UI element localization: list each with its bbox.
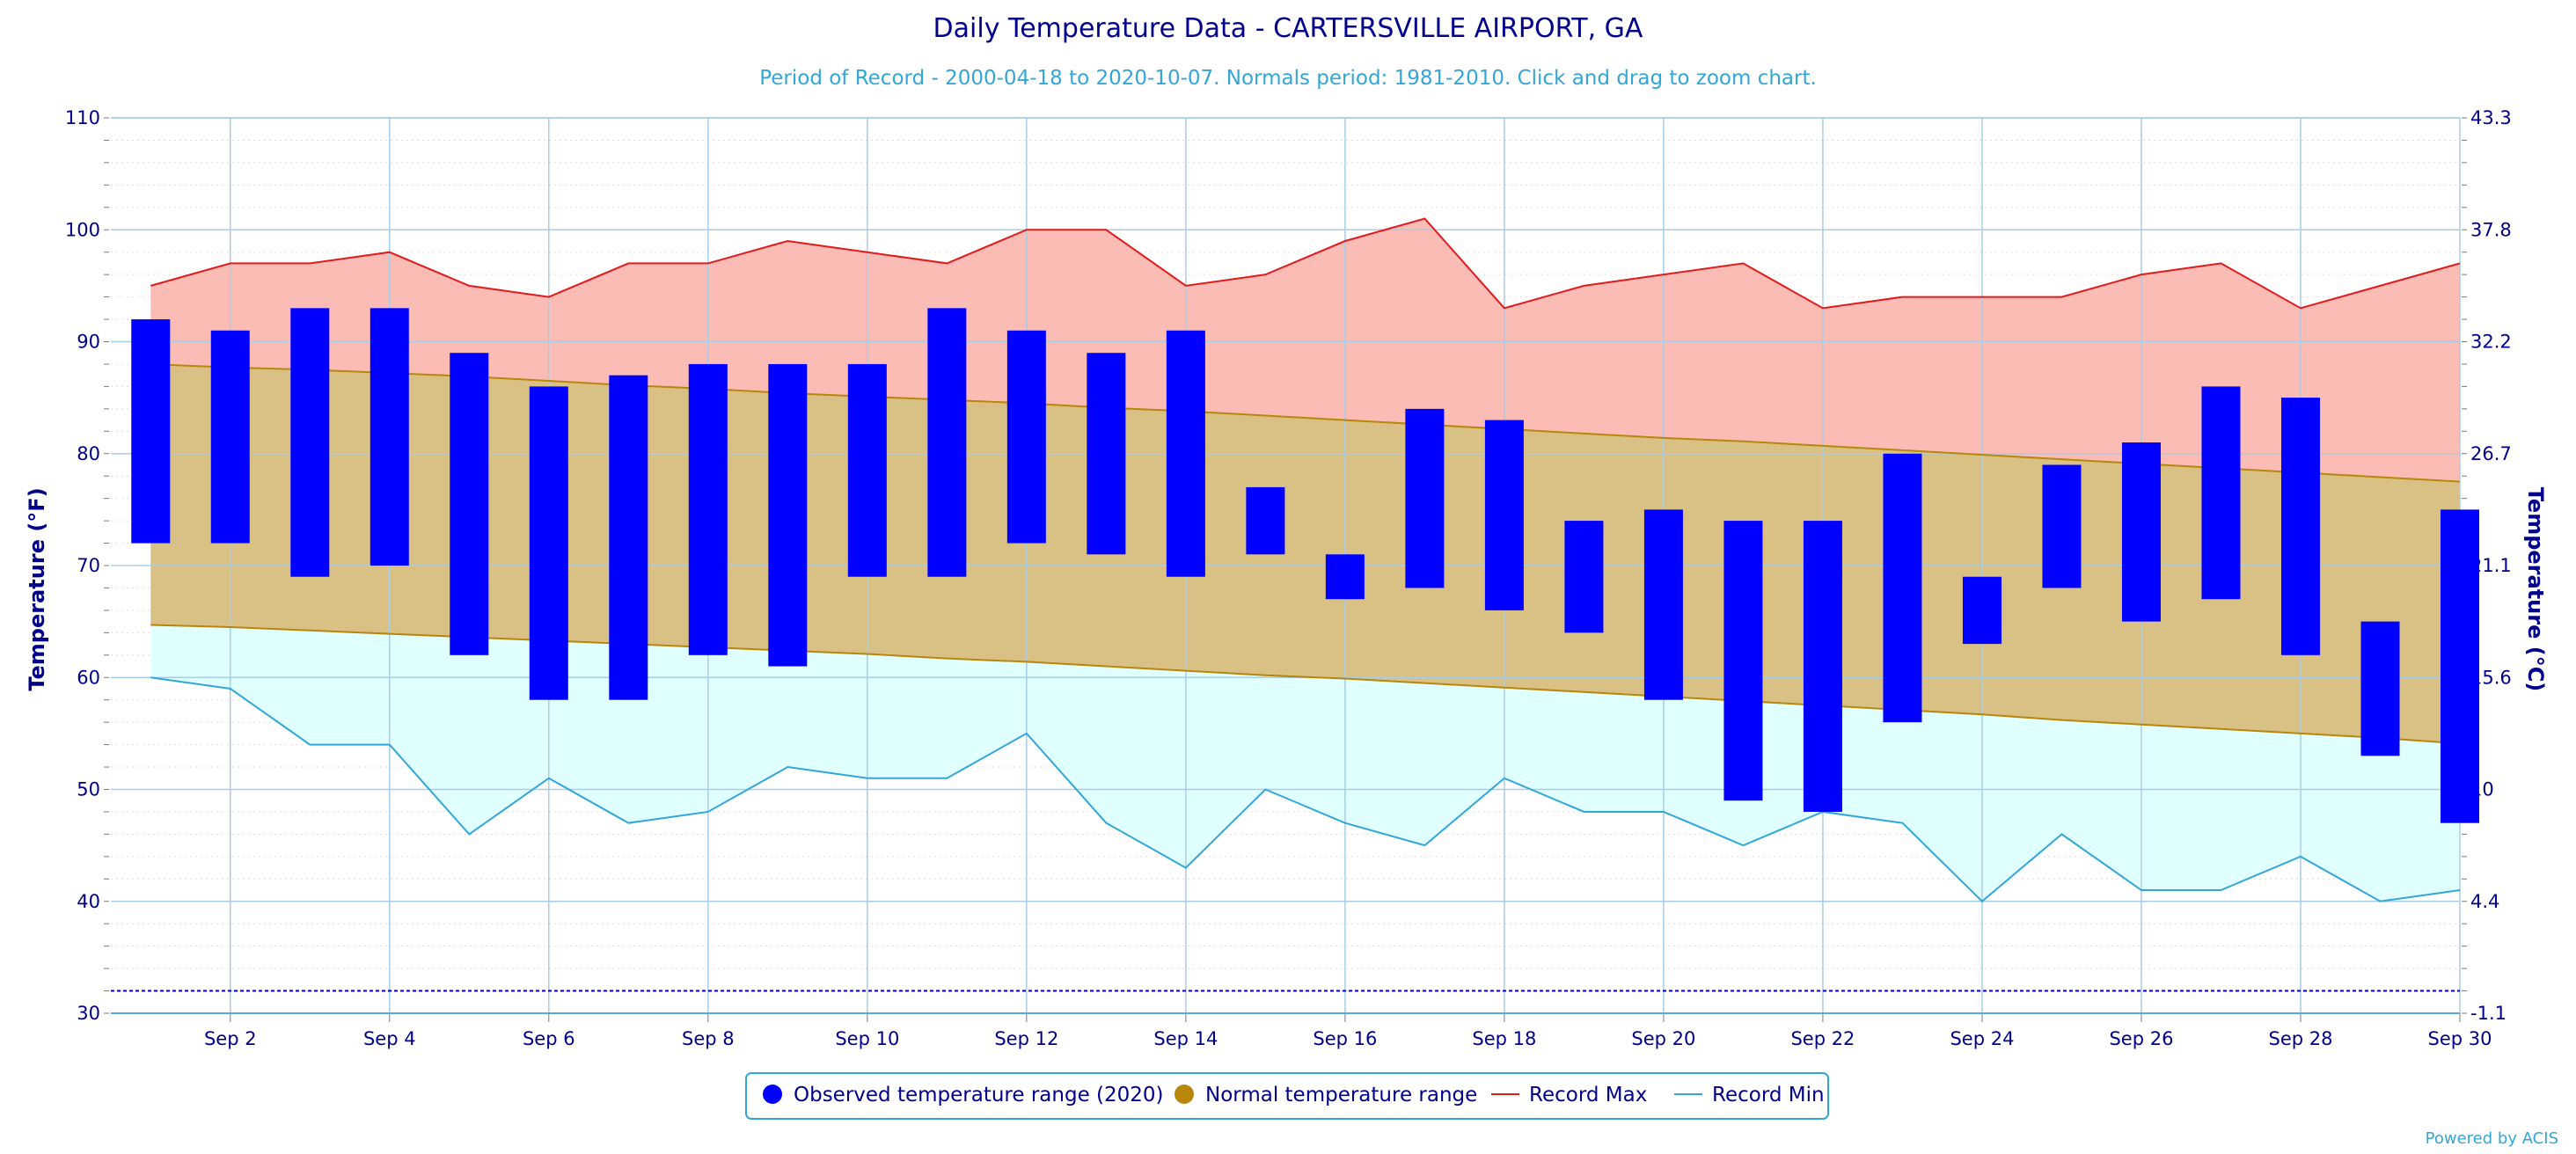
y-tick-label-left: 110 (65, 107, 100, 128)
observed-range-bar[interactable] (1325, 554, 1365, 600)
x-tick-label: Sep 26 (2109, 1028, 2173, 1049)
observed-range-bar[interactable] (1405, 408, 1445, 588)
chart-title: Daily Temperature Data - CARTERSVILLE AI… (933, 13, 1643, 44)
y-axis-label-left: Temperature (°F) (25, 487, 49, 690)
x-tick-label: Sep 24 (1950, 1028, 2014, 1049)
y-axis-label-right: Temperature (°C) (2523, 487, 2548, 692)
y-tick-label-left: 60 (77, 667, 100, 688)
x-tick-label: Sep 30 (2428, 1028, 2492, 1049)
observed-range-bar[interactable] (1087, 353, 1126, 555)
observed-range-bar[interactable] (1962, 576, 2002, 645)
observed-range-bar[interactable] (927, 308, 967, 577)
observed-range-bar[interactable] (131, 319, 171, 544)
observed-range-bar[interactable] (1484, 420, 1524, 610)
observed-range-bar[interactable] (290, 308, 330, 577)
x-tick-label: Sep 8 (682, 1028, 735, 1049)
observed-range-bar[interactable] (1564, 521, 1604, 633)
x-tick-label: Sep 6 (523, 1028, 575, 1049)
observed-range-bar[interactable] (2280, 398, 2320, 655)
y-tick-label-right: 37.8 (2470, 219, 2512, 240)
x-tick-label: Sep 20 (1631, 1028, 1695, 1049)
observed-range-bar[interactable] (768, 363, 808, 667)
x-tick-label: Sep 4 (363, 1028, 416, 1049)
y-tick-label-right: -1.1 (2470, 1003, 2506, 1024)
x-tick-label: Sep 22 (1790, 1028, 1855, 1049)
observed-range-bar[interactable] (2042, 464, 2082, 588)
record-min-area (150, 624, 2461, 902)
x-tick-label: Sep 2 (204, 1028, 257, 1049)
observed-range-bar[interactable] (450, 353, 489, 655)
y-tick-label-right: 32.2 (2470, 332, 2512, 353)
record-max-line (150, 217, 2461, 310)
observed-range-bar[interactable] (1006, 330, 1046, 544)
y-tick-label-left: 30 (77, 1003, 100, 1024)
normal-high-line (150, 362, 2461, 483)
normal-range-area (150, 363, 2461, 744)
x-tick-label: Sep 18 (1472, 1028, 1536, 1049)
observed-range-bar[interactable] (2360, 621, 2400, 756)
observed-range-bar[interactable] (1166, 330, 1205, 577)
observed-range-bar[interactable] (688, 363, 728, 655)
credit-link[interactable]: Powered by ACIS (2426, 1129, 2558, 1148)
observed-range-bar[interactable] (2201, 386, 2241, 600)
legend: Observed temperature range (2020) Normal… (745, 1072, 1829, 1120)
chart-subtitle: Period of Record - 2000-04-18 to 2020-10… (759, 67, 1817, 90)
y-tick-label-left: 80 (77, 443, 100, 464)
record-min-line (150, 676, 2461, 903)
x-tick-label: Sep 16 (1313, 1028, 1377, 1049)
y-tick-label-left: 50 (77, 779, 100, 800)
observed-range-bar[interactable] (210, 330, 250, 544)
observed-range-bar[interactable] (847, 363, 887, 577)
legend-observed-marker (763, 1085, 782, 1104)
legend-observed-label: Observed temperature range (2020) (794, 1084, 1164, 1107)
y-tick-label-right: 26.7 (2470, 443, 2512, 464)
observed-range-bar[interactable] (2441, 509, 2479, 823)
legend-record-max-label: Record Max (1529, 1084, 1647, 1107)
observed-range-bar[interactable] (1723, 521, 1763, 801)
legend-box (745, 1072, 1829, 1120)
record-max-area (150, 218, 2461, 482)
x-tick-label: Sep 14 (1153, 1028, 1218, 1049)
observed-range-bar[interactable] (1246, 486, 1285, 555)
x-tick-label: Sep 28 (2268, 1028, 2332, 1049)
x-tick-label: Sep 10 (835, 1028, 899, 1049)
observed-range-bar[interactable] (529, 386, 568, 700)
observed-range-bar[interactable] (1803, 521, 1842, 812)
x-tick-label: Sep 12 (994, 1028, 1058, 1049)
observed-range-bar[interactable] (2121, 442, 2161, 622)
y-tick-label-right: 4.4 (2470, 891, 2499, 912)
legend-normal-marker (1175, 1085, 1194, 1104)
observed-range-bar[interactable] (1643, 509, 1683, 700)
observed-range-bar[interactable] (609, 375, 648, 700)
observed-range-bar[interactable] (1883, 453, 1922, 723)
legend-record-min-label: Record Min (1712, 1084, 1825, 1107)
y-tick-label-left: 70 (77, 555, 100, 576)
y-tick-label-left: 100 (65, 219, 100, 240)
observed-range-bar[interactable] (370, 308, 409, 566)
y-tick-label-left: 90 (77, 332, 100, 353)
y-tick-label-left: 40 (77, 891, 100, 912)
legend-normal-label: Normal temperature range (1205, 1084, 1477, 1107)
y-tick-label-right: 43.3 (2470, 107, 2512, 128)
